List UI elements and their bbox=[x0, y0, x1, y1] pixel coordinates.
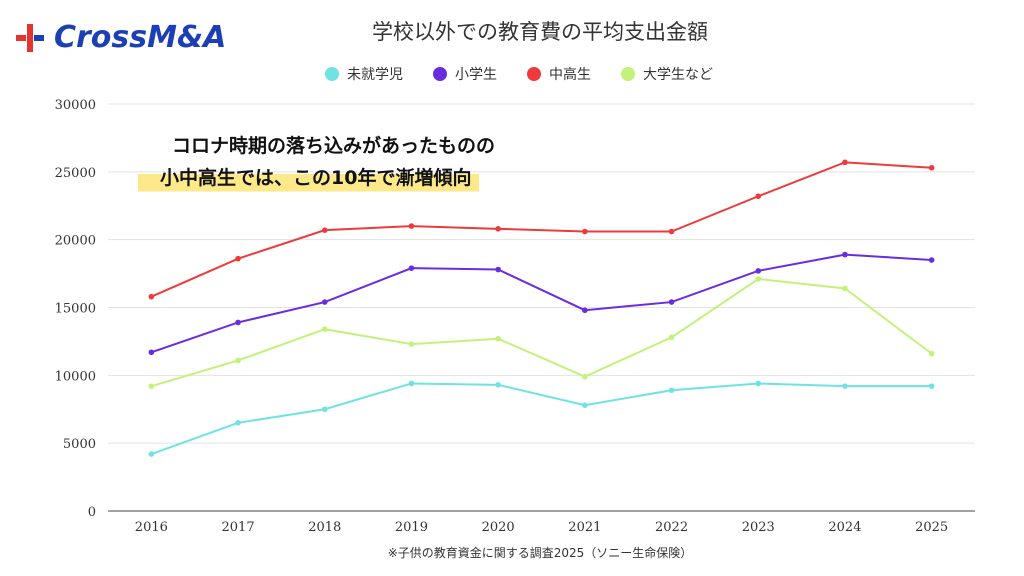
data-point bbox=[668, 228, 675, 235]
data-point bbox=[148, 383, 155, 389]
source-note: ※子供の教育資金に関する調査2025（ソニー生命保険） bbox=[387, 546, 693, 560]
data-point bbox=[755, 193, 762, 200]
data-point bbox=[321, 406, 328, 413]
legend-swatch bbox=[433, 67, 447, 81]
legend-swatch bbox=[325, 67, 339, 81]
data-point bbox=[321, 326, 328, 333]
data-point bbox=[495, 226, 501, 232]
data-point bbox=[755, 380, 762, 387]
data-point bbox=[668, 387, 675, 394]
data-point bbox=[235, 420, 241, 426]
data-point bbox=[928, 164, 935, 171]
x-tick-label: 2017 bbox=[222, 520, 255, 535]
y-tick-label: 25000 bbox=[55, 166, 96, 181]
data-point bbox=[408, 341, 415, 347]
data-point bbox=[408, 223, 415, 229]
x-tick-label: 2024 bbox=[828, 520, 861, 535]
legend-swatch bbox=[621, 67, 635, 81]
x-tick-label: 2021 bbox=[568, 520, 601, 535]
data-point bbox=[842, 383, 848, 389]
data-point bbox=[408, 380, 415, 387]
series-line bbox=[150, 161, 932, 298]
data-point bbox=[668, 299, 675, 305]
data-point bbox=[842, 285, 848, 292]
callout-line-2: 小中高生では、この10年で漸増傾向 bbox=[138, 162, 480, 194]
data-point bbox=[235, 255, 241, 262]
legend-label: 中高生 bbox=[549, 67, 591, 83]
y-tick-label: 10000 bbox=[55, 369, 96, 384]
data-point bbox=[928, 383, 935, 389]
logo-text: CrossM&A bbox=[54, 20, 227, 55]
legend-item: 小学生 bbox=[433, 64, 497, 84]
legend-item: 大学生など bbox=[621, 64, 713, 84]
legend-label: 大学生など bbox=[643, 67, 713, 83]
data-point bbox=[755, 268, 762, 274]
y-tick-label: 30000 bbox=[55, 98, 96, 113]
data-point bbox=[148, 349, 155, 356]
legend-label: 小学生 bbox=[455, 67, 497, 83]
data-point bbox=[321, 227, 328, 233]
x-tick-label: 2016 bbox=[135, 520, 168, 535]
data-point bbox=[842, 251, 848, 258]
data-point bbox=[582, 307, 588, 314]
series-line bbox=[151, 253, 932, 354]
callout: コロナ時期の落ち込みがあったものの 小中高生では、この10年で漸増傾向 bbox=[138, 130, 538, 194]
x-tick-label: 2023 bbox=[742, 520, 775, 535]
legend-label: 未就学児 bbox=[347, 67, 403, 83]
series-line bbox=[151, 382, 932, 455]
data-point bbox=[148, 293, 155, 300]
x-tick-label: 2019 bbox=[395, 520, 428, 535]
data-point bbox=[495, 335, 501, 342]
x-tick-label: 2022 bbox=[655, 520, 688, 535]
data-point bbox=[928, 257, 935, 263]
data-point bbox=[148, 451, 155, 457]
data-point bbox=[668, 334, 675, 341]
y-tick-label: 20000 bbox=[55, 234, 96, 249]
y-tick-label: 5000 bbox=[63, 437, 96, 452]
legend-item: 未就学児 bbox=[325, 64, 403, 84]
data-point bbox=[755, 276, 762, 282]
data-point bbox=[582, 373, 588, 380]
legend-item: 中高生 bbox=[527, 64, 591, 84]
chart-title: 学校以外での教育費の平均支出金額 bbox=[372, 20, 708, 44]
data-point bbox=[495, 266, 501, 273]
data-point bbox=[928, 350, 935, 357]
series-line bbox=[151, 277, 933, 388]
callout-line-1: コロナ時期の落ち込みがあったものの bbox=[172, 135, 496, 157]
data-point bbox=[842, 159, 848, 166]
x-tick-label: 2020 bbox=[482, 520, 515, 535]
data-point bbox=[582, 228, 588, 235]
chart-legend: 未就学児 小学生 中高生 大学生など bbox=[325, 64, 713, 84]
x-tick-label: 2025 bbox=[915, 520, 948, 535]
data-point bbox=[582, 402, 588, 408]
data-point bbox=[495, 382, 501, 388]
logo-cross-icon bbox=[14, 22, 46, 54]
data-point bbox=[321, 299, 328, 305]
y-tick-label: 15000 bbox=[55, 302, 96, 317]
data-point bbox=[235, 319, 241, 326]
data-point bbox=[408, 265, 415, 271]
x-tick-label: 2018 bbox=[308, 520, 341, 535]
y-tick-label: 0 bbox=[88, 505, 96, 520]
legend-swatch bbox=[527, 67, 541, 81]
data-point bbox=[235, 357, 241, 364]
logo: CrossM&A bbox=[14, 20, 226, 55]
